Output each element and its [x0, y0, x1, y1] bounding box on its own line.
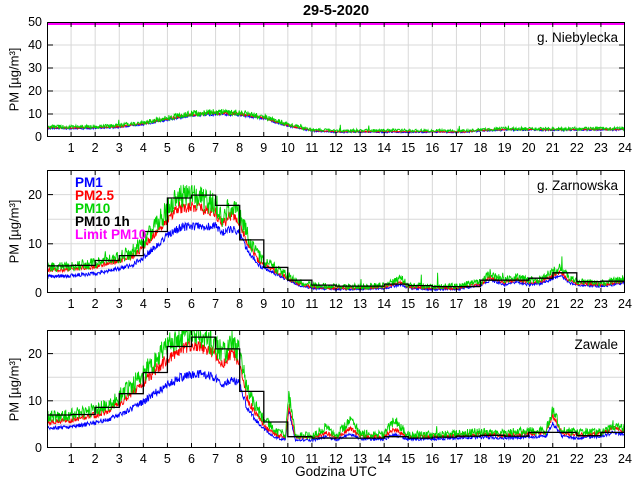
legend-item-limit-pm10: Limit PM10 [75, 227, 147, 242]
x-tick-label: 20 [521, 452, 536, 466]
x-axis-label: Godzina UTC [295, 464, 377, 479]
x-tick-label: 21 [545, 297, 560, 311]
x-tick-label: 9 [260, 452, 268, 466]
x-tick-label: 14 [377, 141, 392, 155]
y-tick-label: 10 [28, 393, 42, 408]
x-tick-label: 21 [545, 141, 560, 155]
chart-title: 29-5-2020 [302, 3, 370, 19]
legend: PM1 PM2.5 PM10 PM10 1h Limit PM10 [75, 175, 147, 242]
x-tick-label: 12 [329, 297, 343, 311]
y-tick-label: 20 [28, 187, 42, 202]
x-tick-label: 5 [163, 452, 171, 466]
legend-item-pm10: PM10 [75, 201, 111, 216]
x-tick-label: 12 [329, 141, 343, 155]
station-label-niebylecka: g. Niebylecka [536, 30, 618, 45]
x-tick-label: 22 [569, 452, 584, 466]
x-tick-label: 14 [377, 297, 392, 311]
x-tick-label: 1 [67, 297, 75, 311]
x-tick-label: 3 [115, 297, 123, 311]
x-tick-label: 12 [329, 452, 343, 466]
y-tick-label: 0 [35, 441, 42, 455]
x-tick-label: 15 [401, 141, 416, 155]
y-tick-label: 40 [28, 38, 42, 52]
x-tick-label: 22 [569, 141, 584, 155]
station-label-zawale: Zawale [574, 337, 618, 352]
y-tick-label: 10 [28, 236, 42, 251]
x-tick-label: 10 [280, 297, 295, 311]
x-tick-label: 6 [188, 297, 195, 311]
x-tick-label: 23 [593, 141, 608, 155]
legend-item-pm10-1h: PM10 1h [75, 214, 130, 229]
x-tick-label: 7 [212, 297, 220, 311]
x-tick-label: 11 [305, 297, 319, 311]
panel-niebylecka-plot [47, 22, 625, 137]
x-tick-label: 5 [163, 141, 171, 155]
x-tick-label: 17 [449, 452, 464, 466]
x-tick-label: 21 [545, 452, 560, 466]
x-tick-label: 15 [401, 297, 416, 311]
x-tick-label: 9 [260, 141, 268, 155]
x-tick-label: 5 [163, 297, 171, 311]
x-tick-label: 6 [188, 452, 195, 466]
x-tick-label: 2 [91, 452, 99, 466]
x-tick-label: 14 [377, 452, 392, 466]
y-tick-label: 50 [28, 15, 42, 29]
y-tick-label: 20 [28, 346, 42, 361]
x-tick-label: 23 [593, 452, 608, 466]
x-tick-label: 11 [305, 452, 319, 466]
x-tick-label: 19 [497, 141, 512, 155]
x-tick-label: 4 [139, 297, 147, 311]
x-tick-label: 4 [139, 141, 147, 155]
x-tick-label: 16 [425, 452, 440, 466]
x-tick-label: 2 [91, 297, 99, 311]
x-tick-label: 24 [618, 452, 632, 466]
x-tick-label: 11 [305, 141, 319, 155]
x-tick-label: 15 [401, 452, 416, 466]
x-tick-label: 13 [353, 297, 368, 311]
x-tick-label: 7 [212, 141, 220, 155]
x-tick-label: 6 [188, 141, 195, 155]
x-tick-label: 16 [425, 141, 440, 155]
x-tick-label: 8 [236, 452, 244, 466]
y-tick-label: 20 [28, 84, 42, 98]
x-tick-label: 13 [353, 141, 368, 155]
legend-item-pm25: PM2.5 [75, 188, 115, 203]
x-tick-label: 18 [473, 141, 488, 155]
x-tick-label: 18 [473, 297, 488, 311]
station-label-zarnowska: g. Zarnowska [536, 178, 618, 193]
x-tick-label: 8 [236, 141, 244, 155]
x-tick-label: 10 [280, 141, 295, 155]
y-tick-label: 10 [28, 107, 42, 121]
x-tick-label: 19 [497, 452, 512, 466]
x-tick-label: 20 [521, 297, 536, 311]
x-tick-label: 20 [521, 141, 536, 155]
x-tick-label: 3 [115, 452, 123, 466]
x-tick-label: 3 [115, 141, 123, 155]
x-tick-label: 24 [618, 141, 632, 155]
x-tick-label: 24 [618, 297, 632, 311]
x-tick-label: 2 [91, 141, 99, 155]
x-tick-label: 4 [139, 452, 147, 466]
x-tick-label: 1 [67, 452, 75, 466]
x-tick-label: 18 [473, 452, 488, 466]
panel-zarnowska-plot [47, 170, 625, 293]
x-tick-label: 19 [497, 297, 512, 311]
panel-zawale-plot [47, 330, 625, 448]
x-tick-label: 10 [280, 452, 295, 466]
x-tick-label: 17 [449, 141, 464, 155]
x-tick-label: 7 [212, 452, 220, 466]
x-tick-label: 23 [593, 297, 608, 311]
legend-item-pm1: PM1 [75, 175, 103, 190]
x-tick-label: 8 [236, 297, 244, 311]
y-tick-label: 0 [35, 130, 42, 144]
x-tick-label: 13 [353, 452, 368, 466]
y-tick-label: 0 [35, 286, 42, 300]
x-tick-label: 22 [569, 297, 584, 311]
x-tick-label: 17 [449, 297, 464, 311]
x-tick-label: 9 [260, 297, 268, 311]
x-tick-label: 16 [425, 297, 440, 311]
x-tick-label: 1 [67, 141, 75, 155]
y-tick-label: 30 [28, 61, 42, 75]
